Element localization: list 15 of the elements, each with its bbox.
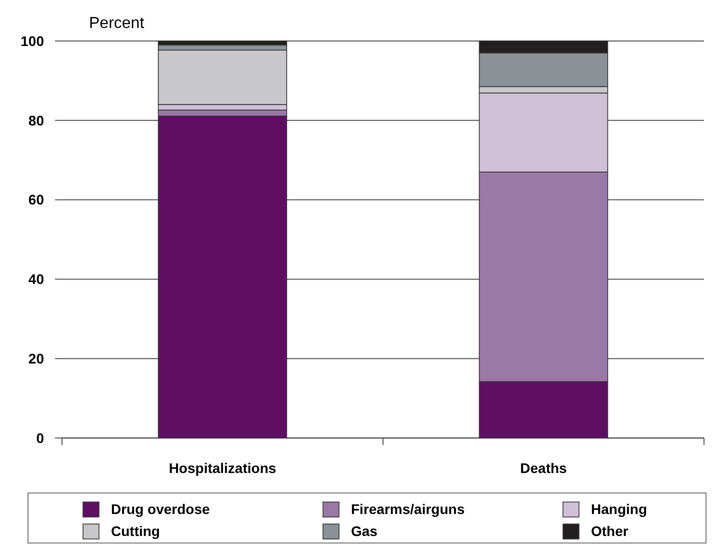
y-tick-label: 100 [20,32,44,49]
legend-label: Hanging [591,501,647,517]
x-tick-label: Deaths [520,460,568,476]
legend-label: Firearms/airguns [351,501,465,517]
x-tick-label: Hospitalizations [168,460,276,476]
legend-label: Cutting [111,523,160,539]
y-axis-title: Percent [89,15,145,32]
y-tick-label: 40 [28,271,44,288]
y-tick-label: 20 [28,350,44,366]
legend-label: Drug overdose [111,501,210,517]
y-tick-label: 0 [36,430,44,446]
legend-label: Gas [351,523,378,539]
y-tick-label: 60 [28,192,44,208]
y-tick-label: 80 [28,112,44,128]
legend-label: Other [591,523,629,539]
